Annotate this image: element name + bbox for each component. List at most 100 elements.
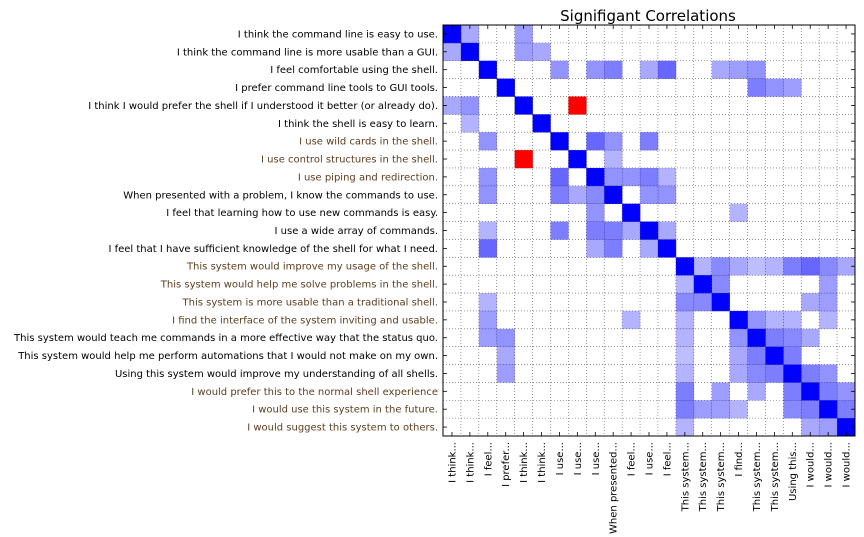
column-label: I think... bbox=[519, 442, 530, 483]
row-label: I feel that I have sufficient knowledge … bbox=[108, 244, 438, 255]
heatmap-cell bbox=[460, 114, 480, 133]
heatmap-cell bbox=[747, 364, 766, 383]
column-label: I think... bbox=[465, 442, 476, 483]
heatmap-cell bbox=[514, 150, 533, 169]
heatmap-cell bbox=[640, 239, 659, 258]
row-label: I think I would prefer the shell if I un… bbox=[88, 101, 438, 112]
row-label: I think the command line is more usable … bbox=[177, 47, 438, 58]
heatmap-cell bbox=[819, 364, 838, 383]
heatmap-cell bbox=[496, 346, 515, 365]
row-label: I find the interface of the system invit… bbox=[172, 315, 438, 326]
heatmap-cell bbox=[443, 96, 462, 115]
heatmap-cell bbox=[550, 221, 569, 240]
heatmap-cell bbox=[783, 310, 802, 330]
heatmap-cell bbox=[640, 221, 659, 240]
heatmap-cell bbox=[478, 221, 498, 240]
heatmap-cell bbox=[622, 221, 641, 240]
heatmap-cell bbox=[729, 328, 748, 347]
heatmap-cell bbox=[783, 78, 802, 97]
heatmap-cell bbox=[640, 185, 659, 204]
heatmap-cell bbox=[783, 257, 802, 276]
row-label: I would prefer this to the normal shell … bbox=[191, 387, 438, 398]
heatmap-cell bbox=[460, 42, 480, 62]
heatmap-cell bbox=[711, 293, 730, 312]
column-label: I think... bbox=[537, 442, 548, 483]
heatmap-cell bbox=[837, 382, 856, 401]
heatmap-cell bbox=[568, 150, 587, 169]
column-label: I use... bbox=[573, 442, 584, 475]
row-label: I feel that learning how to use new comm… bbox=[166, 208, 438, 219]
heatmap-cell bbox=[586, 221, 605, 240]
heatmap-cell bbox=[783, 400, 802, 419]
heatmap-cell bbox=[657, 239, 677, 258]
heatmap-cell bbox=[819, 275, 838, 294]
heatmap-cell bbox=[837, 257, 856, 276]
heatmap-cell bbox=[675, 418, 695, 437]
heatmap-cell bbox=[711, 382, 730, 401]
heatmap-cell bbox=[729, 310, 748, 330]
heatmap-cell bbox=[783, 364, 802, 383]
row-label: Using this system would improve my under… bbox=[115, 369, 438, 380]
heatmap-cell bbox=[478, 293, 498, 312]
heatmap-cell bbox=[783, 346, 802, 365]
heatmap-cell bbox=[801, 364, 820, 383]
heatmap-cell bbox=[586, 185, 605, 204]
heatmap-cell bbox=[711, 257, 730, 276]
heatmap-cell bbox=[640, 132, 659, 151]
heatmap-cell bbox=[622, 203, 641, 222]
column-label: This system... bbox=[680, 442, 691, 512]
heatmap-cell bbox=[604, 132, 623, 151]
row-label: I think the command line is easy to use. bbox=[238, 29, 438, 40]
heatmap-cell bbox=[640, 167, 659, 187]
heatmap-cell bbox=[586, 239, 605, 258]
column-label: I use... bbox=[645, 442, 656, 475]
heatmap-cell bbox=[765, 346, 784, 365]
row-label: I would use this system in the future. bbox=[252, 405, 438, 416]
heatmap-cell bbox=[783, 328, 802, 347]
heatmap-cell bbox=[675, 382, 695, 401]
heatmap-cell bbox=[496, 328, 515, 347]
heatmap-cell bbox=[532, 114, 551, 133]
heatmap-cell bbox=[765, 364, 784, 383]
heatmap-cell bbox=[460, 25, 480, 44]
column-label: I feel... bbox=[662, 442, 673, 476]
heatmap-cell bbox=[819, 293, 838, 312]
heatmap-cell bbox=[747, 78, 766, 97]
heatmap-cell bbox=[604, 221, 623, 240]
heatmap-cell bbox=[747, 346, 766, 365]
heatmap-cell bbox=[819, 418, 838, 437]
heatmap-cell bbox=[675, 400, 695, 419]
row-label: I use wild cards in the shell. bbox=[299, 137, 438, 148]
heatmap-cell bbox=[478, 185, 498, 204]
heatmap-cell bbox=[478, 310, 498, 330]
heatmap-cell bbox=[604, 239, 623, 258]
heatmap-cell bbox=[550, 60, 569, 79]
heatmap-cell bbox=[747, 382, 766, 401]
heatmap-cell bbox=[837, 400, 856, 419]
column-label: I find... bbox=[734, 442, 745, 477]
grid-lines bbox=[443, 25, 855, 436]
heatmap-cell bbox=[801, 293, 820, 312]
heatmap-cell bbox=[568, 96, 587, 115]
heatmap-cell bbox=[586, 203, 605, 222]
column-label: I prefer... bbox=[501, 442, 512, 487]
row-label: I prefer command line tools to GUI tools… bbox=[235, 83, 438, 94]
row-label: This system is more usable than a tradit… bbox=[182, 297, 439, 308]
heatmap-cell bbox=[514, 25, 533, 44]
row-label: I use control structures in the shell. bbox=[261, 155, 438, 166]
heatmap-cell bbox=[801, 328, 820, 347]
axis-ticks bbox=[443, 25, 855, 436]
heatmap-cell bbox=[801, 257, 820, 276]
heatmap-cell bbox=[819, 400, 838, 419]
row-label: This system would teach me commands in a… bbox=[13, 333, 438, 344]
heatmap-cell bbox=[478, 60, 498, 79]
column-label: Using this... bbox=[788, 442, 799, 501]
heatmap-cell bbox=[478, 167, 498, 187]
heatmap-cell bbox=[711, 400, 730, 419]
column-label: I would... bbox=[842, 442, 853, 487]
column-label: I use... bbox=[591, 442, 602, 475]
column-label: I use... bbox=[555, 442, 566, 475]
heatmap-cell bbox=[496, 78, 515, 97]
column-label: This system... bbox=[770, 442, 781, 512]
heatmap-cell bbox=[801, 418, 820, 437]
